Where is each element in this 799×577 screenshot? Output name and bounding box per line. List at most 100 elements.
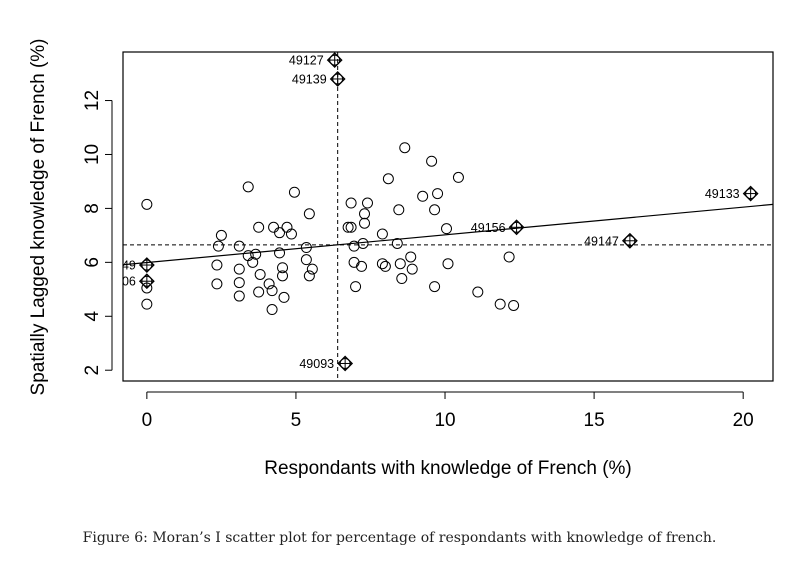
influential-point-label: 49127 [289,54,324,68]
data-point [442,258,454,270]
influential-points-group: 49127 49139 49093 49156 49147 49133 49 06 [122,52,759,372]
plot-frame [122,51,774,382]
data-point [303,270,315,282]
x-tick-label: 0 [142,410,153,431]
data-point [277,262,289,274]
data-point [274,227,286,239]
influential-point-label: 49133 [705,187,740,201]
y-tick-label: 4 [82,311,103,322]
data-point [405,251,417,263]
influential-point [329,71,346,87]
data-point [406,263,418,275]
mean-lines [123,52,773,381]
data-point [266,304,278,316]
x-tick-label: 5 [291,410,302,431]
influential-point [621,232,638,249]
data-point [303,208,315,220]
data-point [277,270,289,282]
y-tick-label: 8 [82,203,103,214]
data-point [233,290,245,302]
data-point [242,181,254,193]
data-point [357,237,369,249]
data-point [268,221,280,233]
data-point [233,240,245,252]
data-point [300,242,312,254]
data-point [345,221,357,233]
data-point [263,278,275,290]
data-point [253,221,265,233]
data-point [432,188,444,200]
data-point [429,281,441,293]
data-point [393,204,405,216]
data-point [212,240,224,252]
data-point [452,171,464,183]
data-point [254,268,266,280]
data-point [141,298,153,310]
y-tick-label: 10 [82,144,103,165]
data-point [396,273,408,285]
data-point [508,299,520,311]
data-point [494,298,506,310]
y-tick-label: 6 [82,257,103,268]
axes-group: 0 5 10 15 20 2 4 6 8 10 12 [82,90,754,431]
data-point [391,237,403,249]
x-tick-label: 15 [584,410,605,431]
data-point [382,173,394,185]
data-point [394,258,406,270]
influential-point [337,355,354,372]
influential-point-label: 49156 [471,221,506,235]
data-point [417,190,429,202]
data-point [285,228,297,240]
points-group [141,142,520,316]
data-point [350,281,362,293]
influential-point [326,52,343,69]
influential-point-label: 49147 [584,234,619,248]
data-point [233,277,245,289]
figure-caption: Figure 6: Moran’s I scatter plot for per… [82,530,717,546]
y-tick-label: 2 [82,365,103,376]
data-point [266,285,278,297]
regression-line-group [123,203,773,266]
data-point [215,229,227,241]
influential-point [138,273,155,290]
data-point [253,286,265,298]
data-point [426,155,438,167]
influential-point-label: 49 [122,259,136,273]
data-point [359,208,371,220]
influential-point [742,185,759,202]
data-point [379,260,391,272]
data-point [356,260,368,272]
data-point [247,256,259,268]
data-point [376,258,388,270]
data-point [278,291,290,303]
x-axis-title: Respondants with knowledge of French (%) [264,458,632,479]
data-point [399,142,411,154]
data-point [359,217,371,229]
data-point [233,263,245,275]
data-point [342,221,354,233]
data-point [300,254,312,266]
influential-point [508,219,525,236]
data-point [361,197,373,209]
data-point [211,259,223,271]
influential-point-label: 06 [122,275,136,289]
data-point [441,223,453,235]
data-point [348,256,360,268]
data-point [348,240,360,252]
data-point [376,228,388,240]
data-point [288,186,300,198]
data-point [306,263,318,275]
data-point [281,221,293,233]
y-axis-title: Spatially Lagged knowledge of French (%) [28,39,49,396]
regression-line [123,203,773,266]
influential-point-label: 49139 [292,72,327,86]
data-point [250,248,262,260]
data-point [503,251,515,263]
data-point [211,278,223,290]
data-point [274,247,286,259]
data-point [472,286,484,298]
x-tick-label: 20 [733,410,754,431]
data-point [429,204,441,216]
y-tick-label: 12 [82,90,103,111]
